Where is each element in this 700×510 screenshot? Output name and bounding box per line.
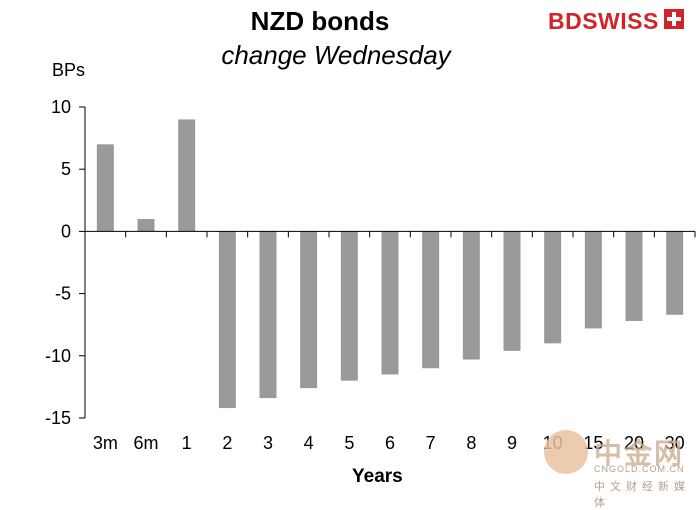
bar-3m xyxy=(96,144,114,232)
bar-20 xyxy=(625,231,643,321)
watermark-text: 中金网 xyxy=(594,438,685,469)
y-tick-label: -5 xyxy=(55,284,71,304)
x-tick-label: 9 xyxy=(507,433,517,453)
watermark-tagline: 中文财经新媒体 xyxy=(594,481,690,509)
bar-5 xyxy=(340,231,358,381)
x-tick-label: 5 xyxy=(344,433,354,453)
bar-9 xyxy=(503,231,521,351)
y-tick-label: 5 xyxy=(61,159,71,179)
bar-6m xyxy=(137,218,155,232)
x-tick-label: 15 xyxy=(583,433,603,453)
chart-subtitle: change Wednesday xyxy=(221,40,451,70)
bar-10 xyxy=(544,231,562,344)
y-axis-label: BPs xyxy=(52,60,86,80)
x-tick-label: 6 xyxy=(385,433,395,453)
swiss-cross-icon xyxy=(664,9,684,29)
watermark-logo-icon xyxy=(544,430,588,474)
bar-3 xyxy=(259,231,277,399)
bar-15 xyxy=(584,231,602,329)
x-tick-label: 2 xyxy=(222,433,232,453)
x-tick-label: 8 xyxy=(466,433,476,453)
x-tick-label: 20 xyxy=(624,433,644,453)
x-axis-label: Years xyxy=(352,466,403,487)
bar-1 xyxy=(178,119,196,232)
watermark-domain: CNGOLD.COM.CN xyxy=(594,464,685,474)
x-tick-label: 3m xyxy=(93,433,118,453)
brand-logo: BDSWISS xyxy=(548,8,659,34)
x-tick-label: 30 xyxy=(665,433,685,453)
x-tick-label: 6m xyxy=(133,433,158,453)
bar-30 xyxy=(666,231,684,315)
x-tick-label: 4 xyxy=(304,433,314,453)
bar-4 xyxy=(300,231,318,389)
y-tick-label: -10 xyxy=(45,346,71,366)
y-tick-label: 10 xyxy=(51,97,71,117)
x-tick-label: 1 xyxy=(182,433,192,453)
bar-6 xyxy=(381,231,399,375)
y-tick-label: -15 xyxy=(45,408,71,428)
bar-2 xyxy=(218,231,236,409)
chart-title: NZD bonds xyxy=(250,6,390,36)
x-tick-label: 7 xyxy=(426,433,436,453)
bar-7 xyxy=(422,231,440,369)
bar-8 xyxy=(462,231,480,360)
y-tick-label: 0 xyxy=(61,221,71,241)
x-tick-label: 3 xyxy=(263,433,273,453)
